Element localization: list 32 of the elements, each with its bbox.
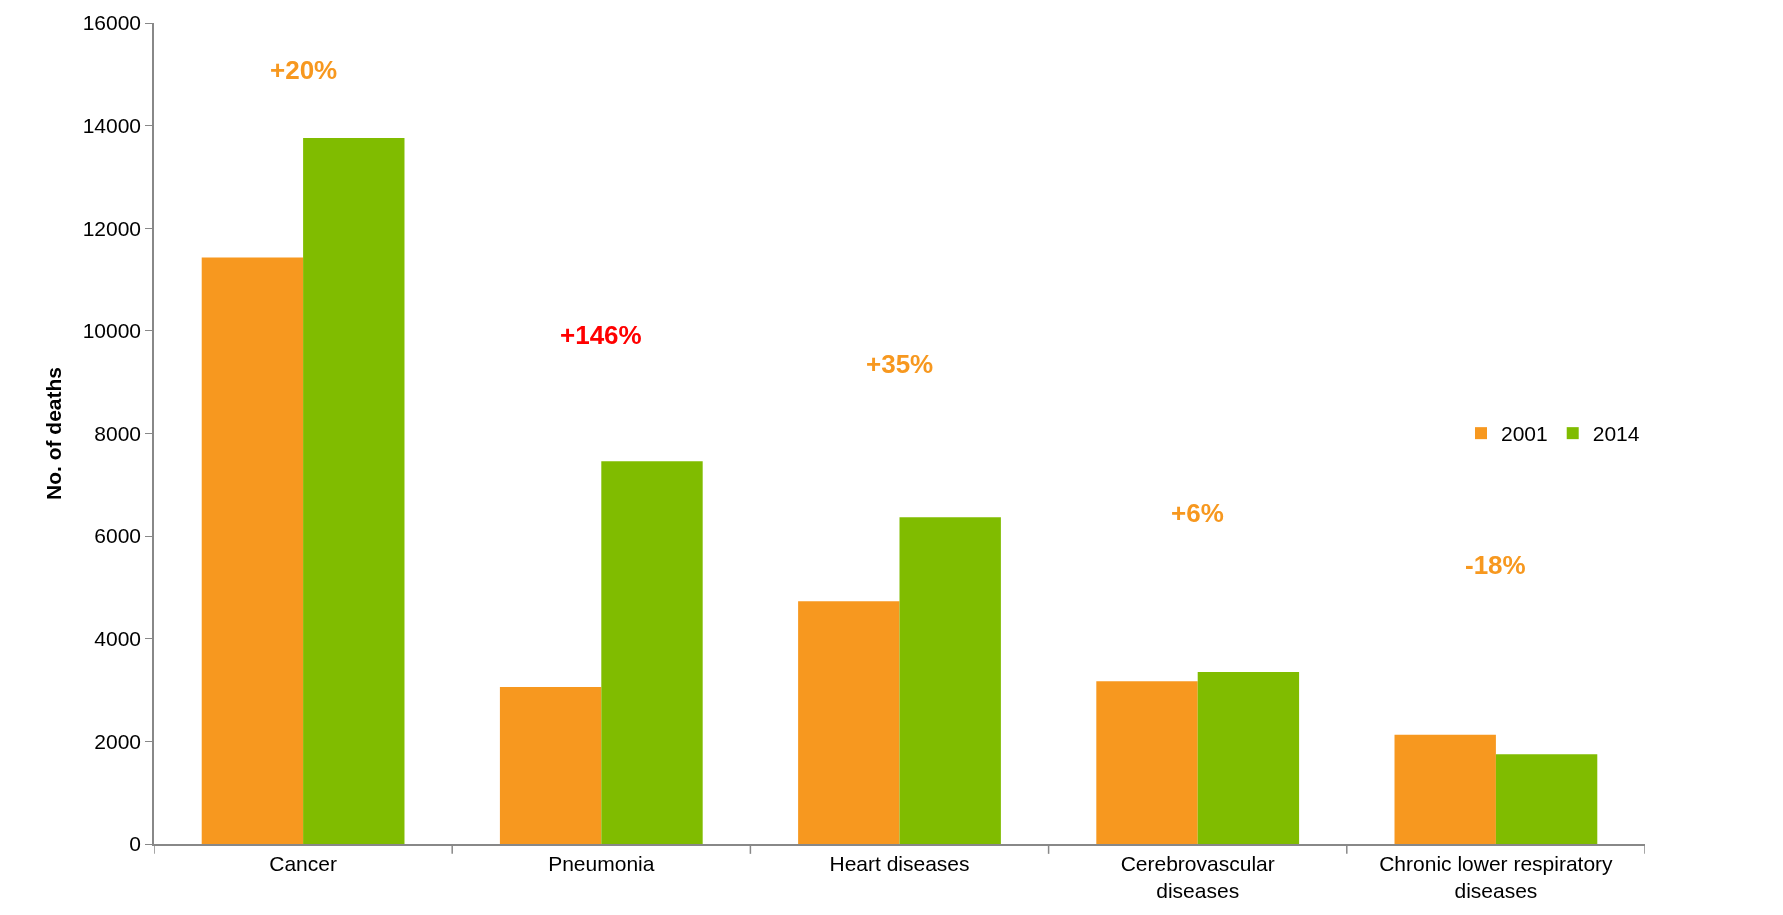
bar bbox=[798, 601, 900, 844]
bar bbox=[899, 517, 1001, 844]
y-tick-label: 2000 bbox=[94, 729, 142, 753]
x-tick-label: Heart diseases bbox=[829, 851, 970, 875]
x-tick-label: Chronic lower respiratory diseases bbox=[1379, 851, 1614, 903]
y-tick-label: 4000 bbox=[94, 627, 142, 651]
annotation: +146% bbox=[560, 320, 642, 350]
y-tick-label: 12000 bbox=[82, 216, 142, 240]
bar bbox=[601, 461, 703, 844]
x-tick-label: Cancer bbox=[269, 851, 337, 875]
bar bbox=[1197, 672, 1300, 844]
y-tick-label: 6000 bbox=[94, 524, 142, 548]
annotation: +20% bbox=[270, 55, 338, 85]
bar bbox=[1096, 681, 1198, 844]
annotation: +35% bbox=[866, 349, 934, 379]
bar bbox=[1495, 754, 1598, 844]
y-axis-title: No. of deaths bbox=[42, 366, 66, 501]
legend-label: 2001 bbox=[1501, 422, 1548, 446]
y-tick-label: 10000 bbox=[82, 319, 142, 343]
bar bbox=[499, 686, 602, 844]
annotation: -18% bbox=[1465, 550, 1526, 580]
y-tick-label: 14000 bbox=[82, 113, 142, 137]
legend-label: 2014 bbox=[1592, 422, 1640, 446]
y-tick-label: 8000 bbox=[94, 421, 142, 445]
bar bbox=[201, 257, 304, 844]
y-tick-label: 16000 bbox=[82, 11, 142, 35]
y-tick-label: 0 bbox=[129, 832, 142, 856]
bar bbox=[303, 137, 405, 844]
bar bbox=[1394, 734, 1496, 844]
annotation: +6% bbox=[1171, 498, 1224, 528]
x-tick-label: Cerebrovascular diseases bbox=[1120, 851, 1275, 903]
x-tick-label: Pneumonia bbox=[548, 851, 655, 875]
